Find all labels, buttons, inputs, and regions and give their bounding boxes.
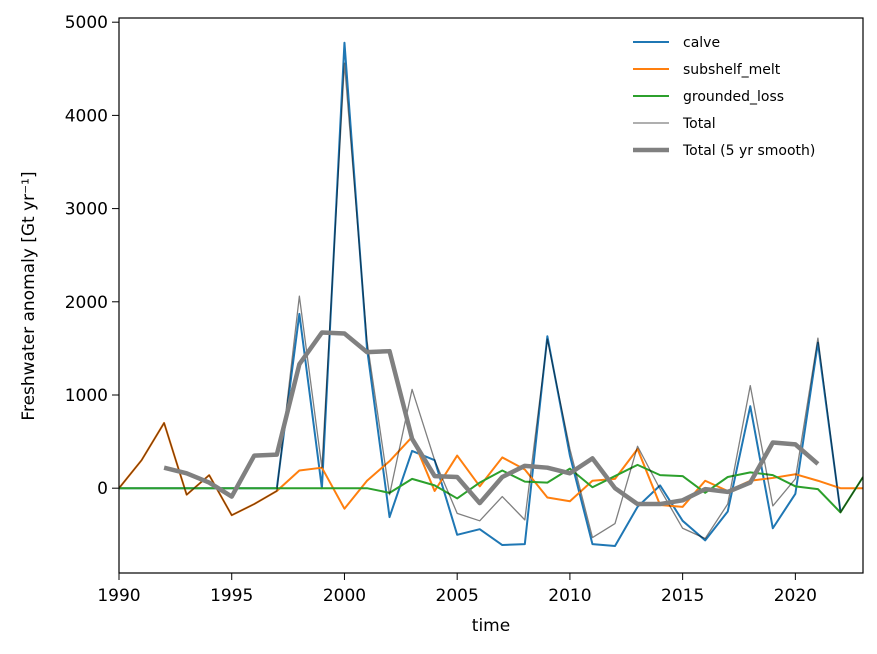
- x-tick-label: 2005: [436, 586, 479, 606]
- y-tick-label: 4000: [65, 106, 108, 126]
- y-tick-label: 2000: [65, 293, 108, 313]
- legend-label: subshelf_melt: [683, 62, 781, 78]
- y-tick-label: 0: [97, 479, 108, 499]
- legend-label: grounded_loss: [683, 89, 784, 105]
- y-tick-label: 3000: [65, 200, 108, 220]
- x-tick-label: 2015: [661, 586, 704, 606]
- x-tick-label: 1990: [97, 586, 140, 606]
- series-line: [119, 421, 863, 517]
- legend-label: Total (5 yr smooth): [682, 143, 815, 159]
- series-line: [119, 62, 863, 540]
- series-line: [119, 463, 863, 514]
- x-tick-label: 1995: [210, 586, 253, 606]
- y-axis-label: Freshwater anomaly [Gt yr⁻¹]: [19, 171, 39, 420]
- y-tick-label: 5000: [65, 13, 108, 33]
- legend-label: calve: [683, 35, 720, 51]
- x-tick-label: 2000: [323, 586, 366, 606]
- x-axis-label: time: [472, 616, 510, 636]
- plot-frame: [118, 17, 864, 574]
- x-tick-label: 2020: [774, 586, 817, 606]
- y-tick-label: 1000: [65, 386, 108, 406]
- series-line: [163, 330, 820, 507]
- legend-label: Total: [682, 116, 716, 132]
- series-line: [119, 41, 842, 547]
- x-tick-label: 2010: [548, 586, 591, 606]
